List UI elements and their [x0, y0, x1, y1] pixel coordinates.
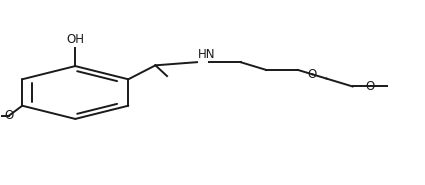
Text: O: O: [308, 68, 317, 81]
Text: HN: HN: [198, 48, 216, 61]
Text: O: O: [4, 110, 13, 122]
Text: OH: OH: [66, 33, 84, 46]
Text: O: O: [366, 80, 374, 93]
